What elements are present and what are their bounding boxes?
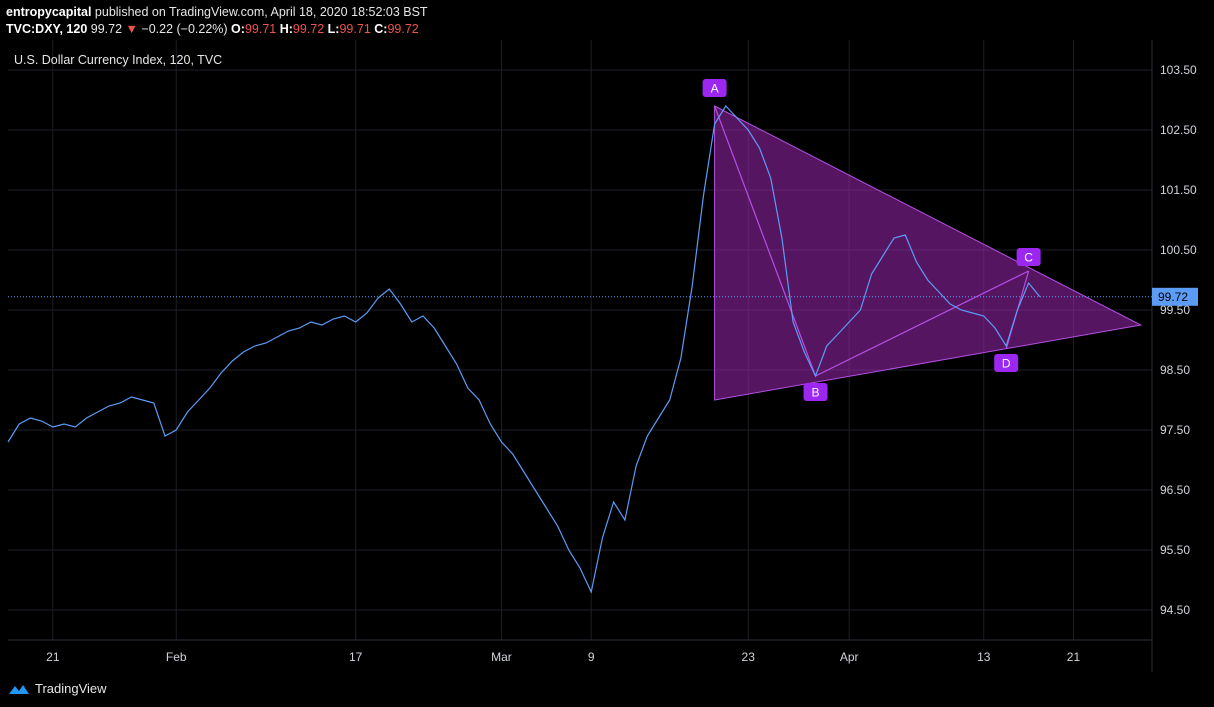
pattern-point-badge: [702, 79, 727, 97]
price-series-line: [7, 105, 1041, 594]
x-tick-label: Apr: [840, 650, 859, 664]
footer: TradingView: [0, 672, 1214, 707]
x-tick-label: Mar: [491, 650, 512, 664]
open-label: O:: [231, 22, 245, 36]
pattern-point-label: B: [812, 386, 820, 400]
pattern-point-label: A: [711, 82, 719, 96]
high-label: H:: [279, 22, 293, 36]
publish-line: entropycapital published on TradingView.…: [6, 5, 428, 19]
y-tick-label: 103.50: [1160, 63, 1197, 77]
y-tick-label: 99.50: [1160, 303, 1190, 317]
pattern-leg: [815, 270, 1029, 377]
publisher-name[interactable]: entropycapital: [6, 5, 92, 19]
y-tick-label: 96.50: [1160, 483, 1190, 497]
x-tick-label: 21: [46, 650, 60, 664]
quote-line: TVC:DXY, 120 99.72 ▼ −0.22 (−0.22%) O:99…: [6, 22, 419, 36]
y-tick-label: 100.50: [1160, 243, 1197, 257]
y-tick-label: 102.50: [1160, 123, 1197, 137]
chart-legend-title: U.S. Dollar Currency Index, 120, TVC: [14, 53, 223, 67]
pattern-triangle: [714, 105, 1143, 401]
x-tick-label: 21: [1067, 650, 1081, 664]
y-tick-label: 97.50: [1160, 423, 1190, 437]
low-value: 99.71: [339, 22, 371, 36]
y-tick-label: 94.50: [1160, 603, 1190, 617]
published-text: published on TradingView.com, April 18, …: [94, 5, 428, 19]
x-tick-label: 17: [349, 650, 363, 664]
x-tick-label: 13: [977, 650, 991, 664]
current-price-tag: [1152, 287, 1198, 306]
close-label: C:: [374, 22, 388, 36]
y-tick-label: 95.50: [1160, 543, 1190, 557]
down-arrow-icon: ▼: [125, 22, 138, 36]
tradingview-brand[interactable]: TradingView: [8, 681, 107, 696]
pattern-point-badge: [1016, 248, 1041, 266]
brand-label: TradingView: [35, 681, 107, 696]
pattern-point-label: C: [1024, 251, 1033, 265]
last-price: 99.72: [90, 22, 123, 36]
close-value: 99.72: [387, 22, 419, 36]
x-tick-label: 23: [742, 650, 756, 664]
y-tick-label: 101.50: [1160, 183, 1197, 197]
chart-background: [0, 40, 1214, 672]
y-tick-label: 98.50: [1160, 363, 1190, 377]
tradingview-logo-icon: [9, 684, 29, 694]
low-label: L:: [327, 22, 340, 36]
pattern-point-label: D: [1002, 357, 1011, 371]
high-value: 99.72: [292, 22, 325, 36]
current-price-label: 99.72: [1158, 290, 1188, 304]
pattern-point-badge: [994, 354, 1019, 372]
symbol-label: TVC:DXY, 120: [6, 22, 88, 36]
x-tick-label: 9: [588, 650, 595, 664]
pattern-leg: [714, 105, 817, 377]
x-tick-label: Feb: [166, 650, 187, 664]
open-value: 99.71: [244, 22, 277, 36]
price-change: −0.22 (−0.22%): [141, 22, 228, 36]
pattern-point-badge: [803, 383, 828, 401]
price-chart[interactable]: 103.50 102.50 101.50 100.50 99.50 98.50 97.50 9…: [0, 40, 1214, 672]
publish-header: entropycapital published on TradingView.…: [0, 0, 1214, 40]
